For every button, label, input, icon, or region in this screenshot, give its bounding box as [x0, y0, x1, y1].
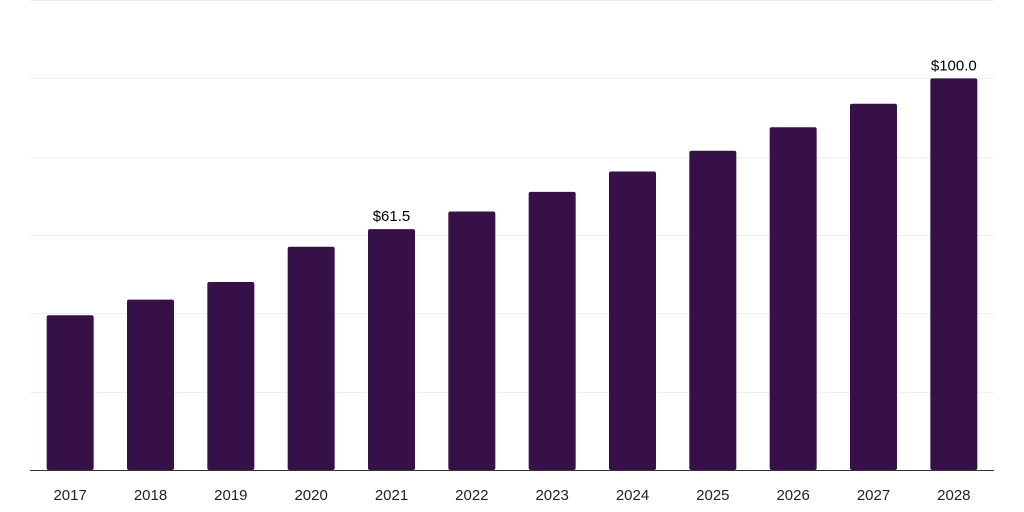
gridlines	[30, 0, 994, 393]
data-label-2021: $61.5	[373, 208, 411, 225]
bar-2025	[689, 150, 737, 470]
bar-2027	[850, 103, 897, 471]
bar-2019	[207, 282, 255, 470]
x-tick-label: 2026	[776, 487, 809, 504]
x-tick-label: 2023	[535, 487, 568, 504]
bar-2022	[448, 211, 496, 470]
x-axis-ticks: 2017 2018 2019 2020 2021 2022 2023 2024 2025 2026…	[53, 487, 970, 504]
x-tick-label: 2024	[616, 487, 649, 504]
x-tick-label: 2018	[134, 487, 167, 504]
bar-2017	[46, 315, 94, 470]
bars	[46, 78, 978, 471]
bar-2018	[127, 299, 174, 470]
x-tick-label: 2021	[375, 487, 408, 504]
bar-2026	[769, 127, 817, 471]
bar-2021	[368, 229, 415, 470]
bar-2023	[528, 191, 576, 470]
x-tick-label: 2019	[214, 487, 247, 504]
bar-2028	[930, 78, 978, 470]
data-label-2028: $100.0	[931, 57, 977, 74]
x-tick-label: 2020	[294, 487, 327, 504]
x-tick-label: 2025	[696, 487, 729, 504]
x-tick-label: 2028	[937, 487, 970, 504]
data-labels: $61.5 $100.0	[373, 57, 977, 225]
bar-2024	[609, 171, 656, 471]
x-tick-label: 2027	[857, 487, 890, 504]
x-tick-label: 2022	[455, 487, 488, 504]
bar-2020	[287, 246, 335, 470]
x-tick-label: 2017	[53, 487, 86, 504]
